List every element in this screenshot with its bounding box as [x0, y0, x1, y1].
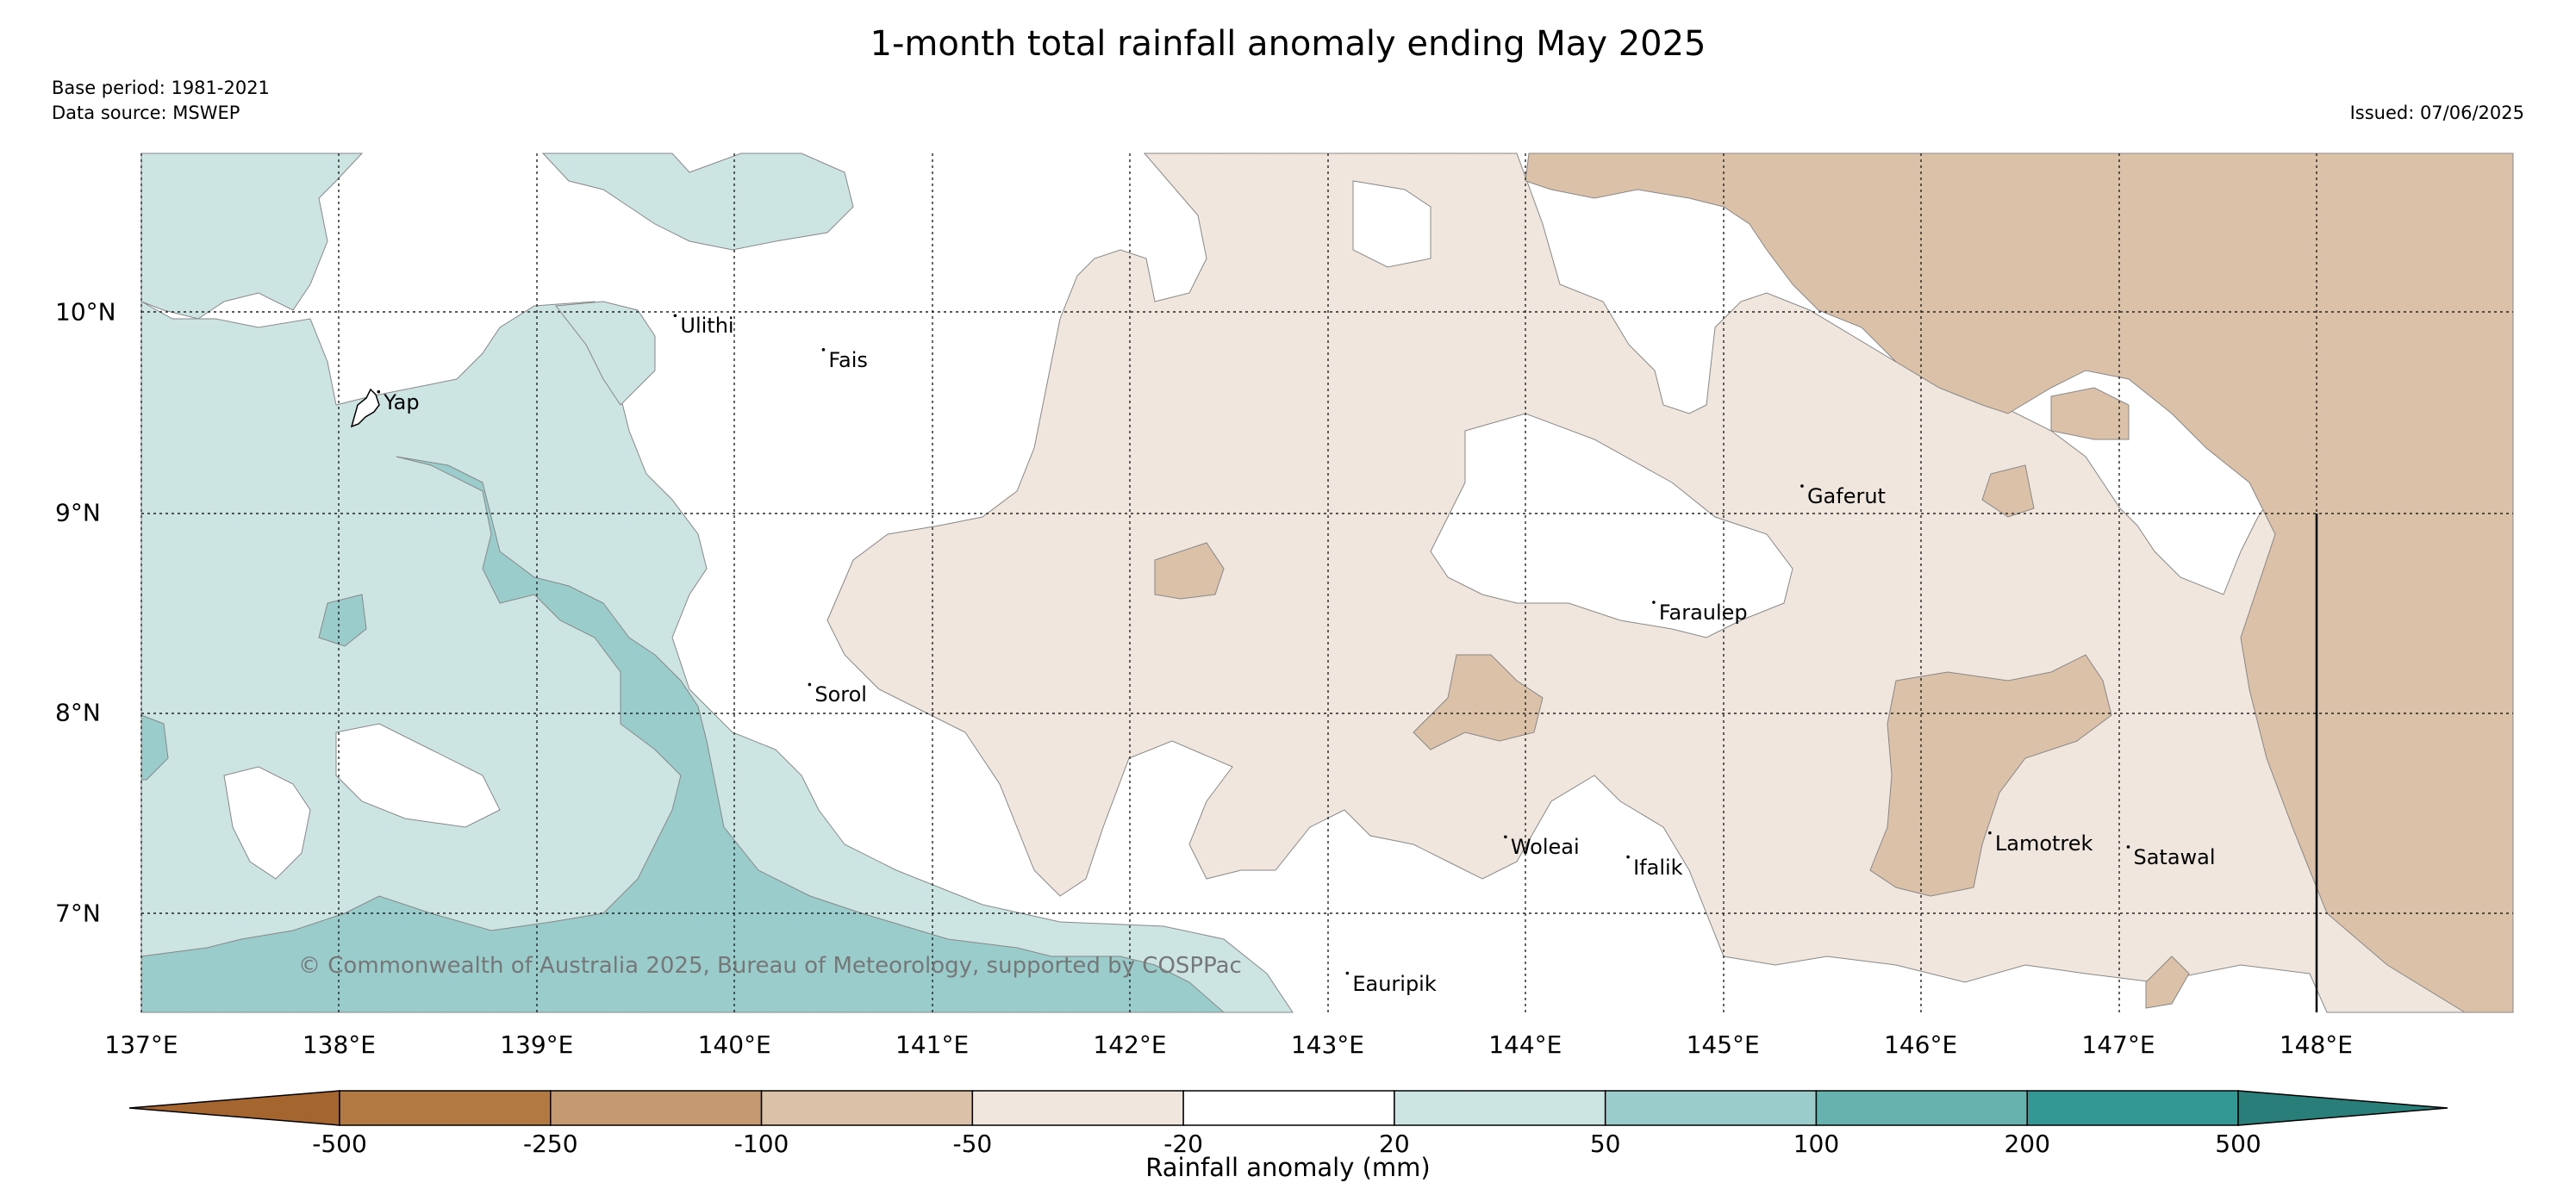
lat-tick-label: 7°N — [55, 899, 101, 928]
colorbar — [128, 1090, 2448, 1126]
lon-tick-label: 145°E — [1686, 1030, 1760, 1059]
dry-patch-far — [1981, 464, 2035, 518]
island-label-faraulep: Faraulep — [1658, 601, 1748, 626]
data-source: Data source: MSWEP — [52, 103, 240, 123]
colorbar-segment — [339, 1090, 552, 1126]
lon-tick-label: 143°E — [1290, 1030, 1364, 1059]
island-marker-fais — [821, 348, 826, 352]
island-marker-faraulep — [1652, 601, 1656, 604]
neutral-hole-4 — [1430, 413, 1793, 638]
island-label-woleai: Woleai — [1510, 835, 1580, 860]
island-label-fais: Fais — [828, 347, 868, 372]
lon-tick-label: 141°E — [895, 1030, 970, 1059]
lon-tick-label: 146°E — [1884, 1030, 1958, 1059]
lon-tick-label: 139°E — [500, 1030, 574, 1059]
island-marker-ifalik — [1626, 855, 1630, 859]
island-marker-eauripik — [1345, 971, 1350, 975]
island-marker-satawal — [2126, 845, 2130, 849]
island-marker-lamotrek — [1988, 831, 1992, 835]
copyright-watermark: © Commonwealth of Australia 2025, Bureau… — [298, 953, 1242, 979]
colorbar-tick-label: 50 — [1589, 1130, 1621, 1158]
island-label-ifalik: Ifalik — [1633, 855, 1683, 880]
island-marker-ulithi — [673, 314, 677, 318]
dry-patch-se — [2145, 956, 2190, 1009]
lon-tick-label: 144°E — [1488, 1030, 1562, 1059]
colorbar-segment — [1394, 1090, 1606, 1126]
colorbar-extend-low — [128, 1090, 340, 1126]
dry-region-medium-ne — [1525, 153, 2514, 1013]
map-title: 1-month total rainfall anomaly ending Ma… — [870, 24, 1706, 64]
island-markers — [377, 314, 2130, 975]
dry-patch-center — [1413, 654, 1544, 750]
neutral-hole-2 — [335, 723, 501, 828]
dry-patch-small — [1154, 542, 1225, 600]
island-marker-woleai — [1504, 835, 1507, 839]
wet-region-light-top — [541, 153, 854, 251]
wet-region-light-ulithi — [555, 301, 656, 406]
neutral-hole-3 — [1352, 180, 1431, 268]
lon-tick-label: 147°E — [2081, 1030, 2155, 1059]
colorbar-tick-label: -100 — [733, 1130, 789, 1158]
colorbar-segment — [1182, 1090, 1395, 1126]
colorbar-tick-label: 100 — [1793, 1130, 1840, 1158]
wet-region-medium — [140, 456, 1226, 1013]
graticule — [140, 153, 2513, 1012]
base-period: Base period: 1981-2021 — [52, 78, 270, 98]
neutral-hole-1 — [223, 766, 311, 880]
colorbar-segment — [1815, 1090, 2028, 1126]
wet-patch-west — [318, 594, 367, 647]
island-marker-yap — [377, 389, 381, 394]
colorbar-tick-label: -50 — [952, 1130, 993, 1158]
yap-island-outline — [350, 388, 380, 428]
dry-patch-east — [1869, 654, 2112, 897]
island-label-sorol: Sorol — [814, 682, 867, 707]
colorbar-segment — [760, 1090, 974, 1126]
lon-tick-label: 138°E — [302, 1030, 376, 1059]
colorbar-title: Rainfall anomaly (mm) — [1145, 1153, 1431, 1182]
colorbar-tick-label: 20 — [1379, 1130, 1410, 1158]
lon-tick-label: 148°E — [2279, 1030, 2353, 1059]
colorbar-extend-high — [2237, 1090, 2448, 1126]
lat-tick-label: 10°N — [55, 297, 116, 327]
island-label-ulithi: Ulithi — [680, 314, 734, 339]
island-marker-gaferut — [1800, 484, 1804, 488]
island-label-yap: Yap — [384, 389, 420, 414]
dry-patch-right — [2050, 387, 2130, 440]
anomaly-fields — [140, 153, 2514, 1013]
colorbar-segment — [2026, 1090, 2239, 1126]
island-label-gaferut: Gaferut — [1806, 484, 1886, 509]
colorbar-tick-label: 200 — [2004, 1130, 2050, 1158]
colorbar-tick-label: -250 — [522, 1130, 578, 1158]
colorbar-tick-label: -20 — [1163, 1130, 1203, 1158]
lat-tick-label: 8°N — [55, 698, 101, 727]
issued-date: Issued: 07/06/2025 — [2349, 103, 2524, 123]
lon-tick-label: 137°E — [104, 1030, 178, 1059]
lon-tick-label: 142°E — [1093, 1030, 1167, 1059]
colorbar-tick-label: 500 — [2215, 1130, 2261, 1158]
colorbar-segment — [1604, 1090, 1818, 1126]
colorbar-segment — [550, 1090, 763, 1126]
lon-tick-label: 140°E — [697, 1030, 771, 1059]
colorbar-tick-label: -500 — [312, 1130, 367, 1158]
island-marker-sorol — [808, 682, 812, 687]
lat-tick-label: 9°N — [55, 498, 101, 527]
island-label-lamotrek: Lamotrek — [1994, 831, 2093, 856]
island-label-eauripik: Eauripik — [1352, 971, 1437, 996]
island-label-satawal: Satawal — [2133, 844, 2216, 869]
colorbar-segment — [971, 1090, 1184, 1126]
